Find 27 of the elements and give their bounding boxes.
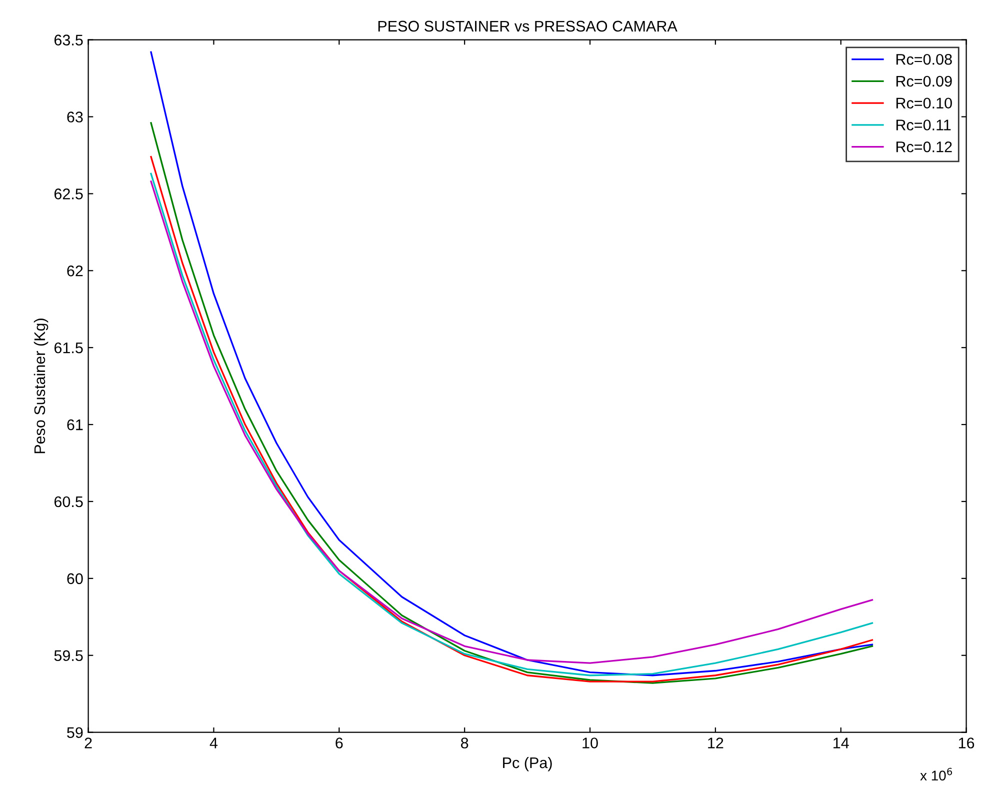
y-tick-label: 63 [67, 112, 83, 122]
x-tick-label: 2 [84, 738, 92, 748]
legend-label: Rc=0.11 [896, 120, 951, 130]
y-tick-label: 59 [67, 727, 83, 738]
x-tick-label: 14 [834, 738, 849, 748]
legend-label: Rc=0.12 [896, 141, 952, 152]
y-tick-label: 62 [67, 266, 83, 276]
y-tick-label: 63.5 [54, 34, 83, 46]
x-tick-label: 8 [460, 738, 468, 748]
y-tick-label: 60.5 [54, 496, 83, 508]
y-tick-label: 62.5 [54, 188, 83, 200]
x-tick-label: 10 [582, 738, 598, 748]
text: x 10$^{6}$ [920, 768, 952, 781]
x-tick-label: 4 [210, 738, 218, 748]
x-tick-label: 6 [336, 738, 343, 748]
chart-title: PESO SUSTAINER vs PRESSAO CAMARA [378, 20, 678, 32]
legend-label: Rc=0.08 [896, 54, 952, 65]
y-tick-label: 60 [67, 573, 83, 584]
x-tick-label: 16 [958, 738, 974, 748]
legend-label: Rc=0.10 [896, 98, 952, 109]
x-axis-title: Pc (Pa) [503, 756, 552, 772]
x-tick-label: 12 [708, 738, 724, 748]
y-axis-title: Peso Sustainer (Kg) [34, 318, 48, 454]
y-tick-label: 61 [67, 419, 83, 430]
y-tick-label: 61.5 [54, 342, 83, 354]
y-tick-label: 59.5 [54, 650, 83, 662]
legend-label: Rc=0.09 [896, 76, 952, 87]
